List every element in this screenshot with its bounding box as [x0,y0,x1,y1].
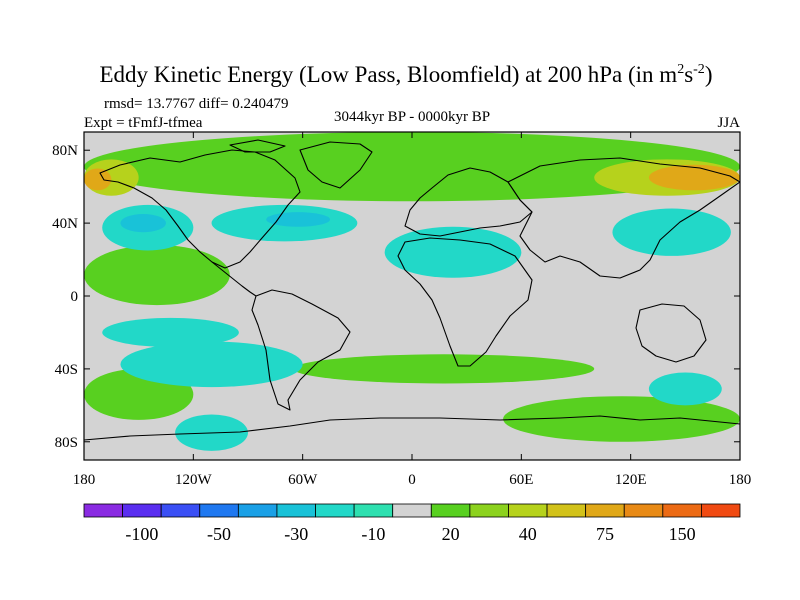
colorbar-swatch [199,503,239,518]
colorbar-swatch [508,503,548,518]
field-patch-green [84,244,230,306]
season-label: JJA [717,115,740,131]
colorbar-swatch [237,503,278,518]
field-patch-blue [266,212,330,227]
colorbar-swatch [160,503,201,518]
colorbar-swatch [623,503,664,518]
colorbar-label: 150 [669,524,696,544]
colorbar-swatch [701,503,741,518]
colorbar-swatch [392,503,432,518]
lon-tick-label: 60W [288,472,318,488]
colorbar-label: 20 [442,524,460,544]
coastline-africa [397,237,533,367]
colorbar-swatch [469,503,509,518]
colorbar-label: -10 [361,524,385,544]
colorbar-swatch [430,503,471,518]
lon-tick-label: 60E [509,472,533,488]
coastline-greenland [299,141,373,189]
lat-tick-label: 80N [52,143,78,159]
coastline-australia [635,303,707,363]
colorbar-swatch [353,503,394,518]
colorbar-label: -50 [207,524,231,544]
field-patch-orange [648,164,740,191]
field-patch-cyan [648,372,722,406]
field-patch-green [503,396,740,442]
coastline-south-america [251,289,351,411]
stats-text: rmsd= 13.7767 diff= 0.240479 [104,96,289,112]
field-patch-orange [84,168,112,191]
lat-tick-label: 0 [71,289,79,305]
coastline-arctic-islands [229,139,286,153]
map-axes: 180 120W 60W 0 60E 120E 180 80N 40N 0 40S 80S [52,132,751,488]
plot-title: Eddy Kinetic Energy (Low Pass, Bloomfiel… [100,62,713,87]
lon-tick-label: 120W [175,472,213,488]
field-patch-cyan [612,208,731,256]
period-label: 3044kyr BP - 0000kyr BP [334,109,490,125]
experiment-label: Expt = tFmfJ-tfmea [84,115,203,131]
map-panel: 180 120W 60W 0 60E 120E 180 80N 40N 0 40S 80S [52,131,751,488]
colorbar: -100 -50 -30 -10 20 40 75 150 [83,503,741,544]
lat-tick-label: 80S [55,435,78,451]
colorbar-swatch [662,503,702,518]
colorbar-label: 40 [519,524,537,544]
field-patch-cyan [102,317,239,348]
colorbar-swatch [122,503,162,518]
colorbar-label: -100 [125,524,158,544]
coastline-central-america [211,261,257,297]
field-patch-green [84,132,740,202]
lat-tick-label: 40N [52,216,78,232]
lon-tick-label: 120E [615,472,647,488]
lon-tick-label: 0 [408,472,416,488]
colorbar-swatch [276,503,316,518]
lon-tick-label: 180 [729,472,752,488]
field-patch-blue [120,214,166,233]
field-patch-green [293,354,595,384]
colorbar-label: -30 [284,524,308,544]
coastlines [84,139,740,441]
colorbar-swatch [585,503,625,518]
colorbar-swatch [315,503,355,518]
field-patch-cyan [120,341,303,388]
lon-tick-label: 180 [73,472,96,488]
lat-tick-label: 40S [55,362,78,378]
colorbar-swatch [83,503,123,518]
colorbar-swatch [546,503,587,518]
coastline-asia [507,157,740,279]
coastline-antarctica [84,415,740,441]
coastline-north-america [99,149,301,269]
colorbar-label: 75 [596,524,614,544]
